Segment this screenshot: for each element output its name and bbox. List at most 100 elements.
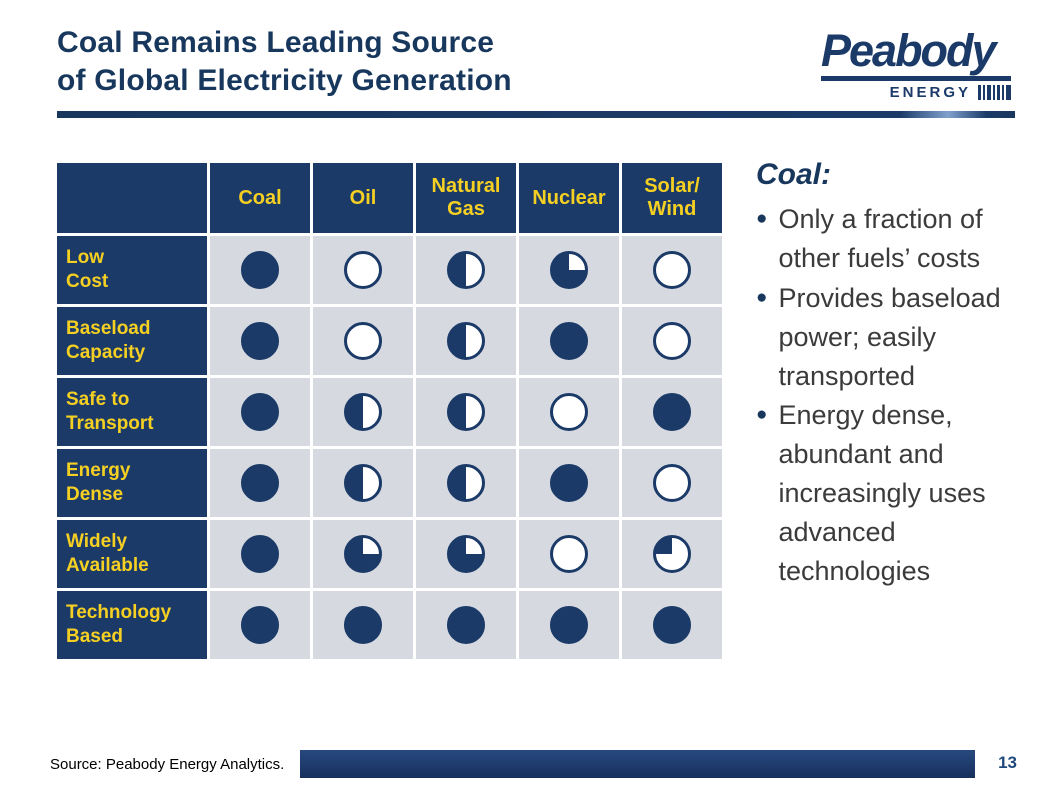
rating-cell — [416, 236, 516, 304]
bullet-text: Only a fraction of other fuels’ costs — [778, 204, 983, 273]
harvey-ball-icon — [653, 322, 691, 360]
rating-cell — [519, 520, 619, 588]
column-header: Oil — [313, 163, 413, 233]
rating-cell — [416, 307, 516, 375]
column-header: Natural Gas — [416, 163, 516, 233]
column-header: Solar/ Wind — [622, 163, 722, 233]
page-title: Coal Remains Leading Source of Global El… — [57, 26, 512, 97]
rating-cell — [519, 236, 619, 304]
harvey-ball-icon — [447, 322, 485, 360]
bullet-list: ● Only a fraction of other fuels’ costs ● P… — [756, 200, 1028, 591]
row-header: Baseload Capacity — [57, 307, 207, 375]
rating-cell — [313, 307, 413, 375]
harvey-ball-icon — [653, 606, 691, 644]
bullet-text: Energy dense, abundant and increasingly … — [778, 400, 986, 586]
sidebar: Coal: ● Only a fraction of other fuels’ c… — [756, 158, 1028, 592]
harvey-ball-icon — [550, 251, 588, 289]
logo-subline: ENERGY — [821, 84, 1011, 101]
harvey-ball-icon — [447, 393, 485, 431]
barcode-bar — [1002, 85, 1004, 100]
bullet-item: ● Energy dense, abundant and increasingly… — [756, 396, 1028, 590]
rating-cell — [622, 591, 722, 659]
harvey-ball-icon — [550, 393, 588, 431]
harvey-ball-icon — [550, 606, 588, 644]
comparison-matrix: Coal Oil Natural Gas Nuclear Solar/ Wind Low … — [57, 163, 722, 659]
rating-cell — [210, 449, 310, 517]
page-number: 13 — [998, 753, 1017, 772]
bullet-dot-icon: ● — [756, 208, 768, 229]
harvey-ball-icon — [447, 535, 485, 573]
row-header: Technology Based — [57, 591, 207, 659]
harvey-ball-icon — [344, 322, 382, 360]
harvey-ball-icon — [447, 606, 485, 644]
source-note: Source: Peabody Energy Analytics. — [30, 750, 301, 778]
rating-cell — [210, 307, 310, 375]
row-header: Energy Dense — [57, 449, 207, 517]
title-divider-rule — [57, 111, 1015, 118]
harvey-ball-icon — [241, 464, 279, 502]
rating-cell — [519, 378, 619, 446]
rating-cell — [416, 378, 516, 446]
rating-cell — [210, 378, 310, 446]
barcode-bar — [983, 85, 985, 100]
harvey-ball-icon — [241, 322, 279, 360]
rating-cell — [313, 449, 413, 517]
rating-cell — [210, 236, 310, 304]
rating-cell — [622, 378, 722, 446]
row-header: Widely Available — [57, 520, 207, 588]
row-header: Safe to Transport — [57, 378, 207, 446]
bullet-item: ● Provides baseload power; easily transpo… — [756, 279, 1028, 396]
rating-cell — [416, 449, 516, 517]
peabody-logo: Peabody ENERGY — [821, 28, 1011, 101]
harvey-ball-icon — [344, 606, 382, 644]
harvey-ball-icon — [447, 251, 485, 289]
barcode-icon — [978, 85, 1011, 100]
harvey-ball-icon — [550, 464, 588, 502]
rating-cell — [622, 236, 722, 304]
bullet-dot-icon: ● — [756, 286, 768, 308]
harvey-ball-icon — [653, 393, 691, 431]
column-header: Coal — [210, 163, 310, 233]
harvey-ball-icon — [241, 393, 279, 431]
rating-cell — [519, 449, 619, 517]
rating-cell — [210, 520, 310, 588]
harvey-ball-icon — [447, 464, 485, 502]
harvey-ball-icon — [653, 251, 691, 289]
column-header: Nuclear — [519, 163, 619, 233]
rating-cell — [622, 520, 722, 588]
barcode-bar — [997, 85, 1000, 100]
rating-cell — [622, 449, 722, 517]
harvey-ball-icon — [241, 535, 279, 573]
logo-brand-text: Peabody — [821, 25, 997, 76]
harvey-ball-icon — [344, 535, 382, 573]
table-corner-cell — [57, 163, 207, 233]
rating-cell — [313, 236, 413, 304]
barcode-bar — [978, 85, 981, 100]
bullet-text: Provides baseload power; easily transpor… — [778, 282, 1001, 391]
rating-cell — [622, 307, 722, 375]
row-header: Low Cost — [57, 236, 207, 304]
logo-energy-text: ENERGY — [889, 84, 971, 101]
harvey-ball-icon — [344, 464, 382, 502]
rating-cell — [519, 591, 619, 659]
rating-cell — [313, 591, 413, 659]
harvey-ball-icon — [550, 535, 588, 573]
rating-cell — [416, 591, 516, 659]
harvey-ball-icon — [241, 251, 279, 289]
harvey-ball-icon — [653, 535, 691, 573]
rating-cell — [313, 378, 413, 446]
barcode-bar — [993, 85, 995, 100]
rating-cell — [519, 307, 619, 375]
harvey-ball-icon — [344, 393, 382, 431]
barcode-bar — [987, 85, 991, 100]
harvey-ball-icon — [550, 322, 588, 360]
bullet-item: ● Only a fraction of other fuels’ costs — [756, 200, 1028, 278]
harvey-ball-icon — [241, 606, 279, 644]
harvey-ball-icon — [344, 251, 382, 289]
bullet-dot-icon: ● — [756, 404, 768, 426]
barcode-bar — [1006, 85, 1011, 100]
logo-underline — [821, 76, 1011, 81]
rating-cell — [416, 520, 516, 588]
harvey-ball-icon — [653, 464, 691, 502]
